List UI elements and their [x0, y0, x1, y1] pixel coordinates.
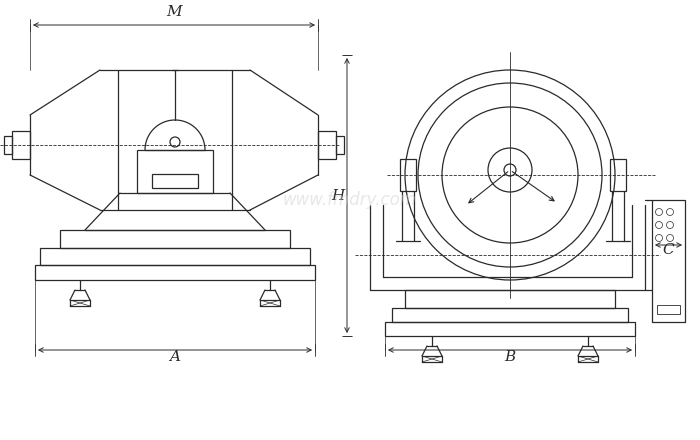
- Bar: [400, 159, 416, 191]
- Bar: [336, 136, 344, 154]
- Bar: [318, 131, 336, 159]
- Text: A: A: [169, 350, 181, 364]
- Bar: [4, 136, 12, 154]
- Bar: [610, 159, 626, 191]
- Text: www.fmdry.com: www.fmdry.com: [283, 191, 417, 209]
- Bar: [40, 248, 310, 265]
- Bar: [60, 230, 290, 248]
- Bar: [652, 200, 685, 322]
- Bar: [385, 322, 635, 336]
- Text: M: M: [166, 5, 182, 19]
- Bar: [12, 131, 30, 159]
- Text: C: C: [663, 243, 674, 257]
- Text: B: B: [505, 350, 516, 364]
- Bar: [392, 308, 628, 322]
- Bar: [152, 174, 198, 188]
- Bar: [405, 290, 615, 308]
- Bar: [657, 305, 680, 314]
- Bar: [137, 150, 213, 193]
- Bar: [35, 265, 315, 280]
- Text: H: H: [330, 188, 344, 202]
